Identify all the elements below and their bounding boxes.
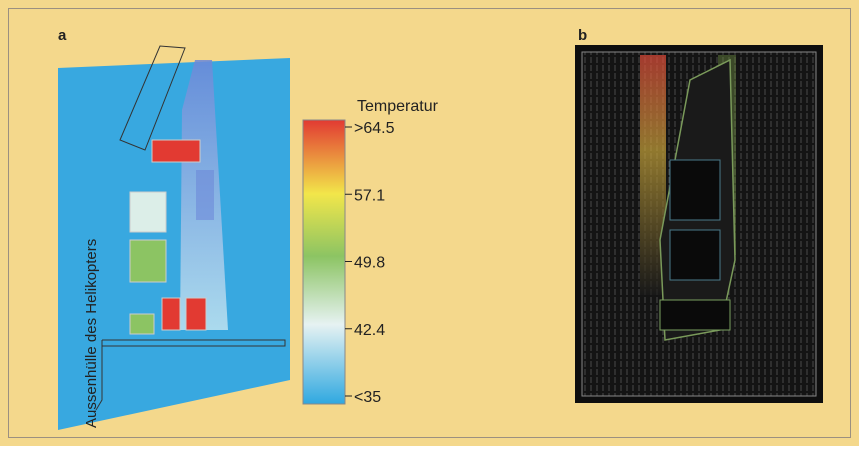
tick-label: 42.4 xyxy=(354,322,385,339)
panel-label: a xyxy=(58,27,67,44)
colorbar xyxy=(303,120,345,404)
panel-label: b xyxy=(578,27,587,44)
side-label: Aussenhülle des Helikopters xyxy=(83,239,100,428)
tick-label: >64.5 xyxy=(354,120,395,137)
tick-label: 49.8 xyxy=(354,255,385,272)
panel-b-image xyxy=(575,45,823,403)
figure: a Aussenhülle des Helikopters Temperatur… xyxy=(0,0,859,446)
colorbar-title: Temperatur xyxy=(357,98,439,115)
tick-label: 57.1 xyxy=(354,187,385,204)
tick-label: <35 xyxy=(354,389,381,406)
